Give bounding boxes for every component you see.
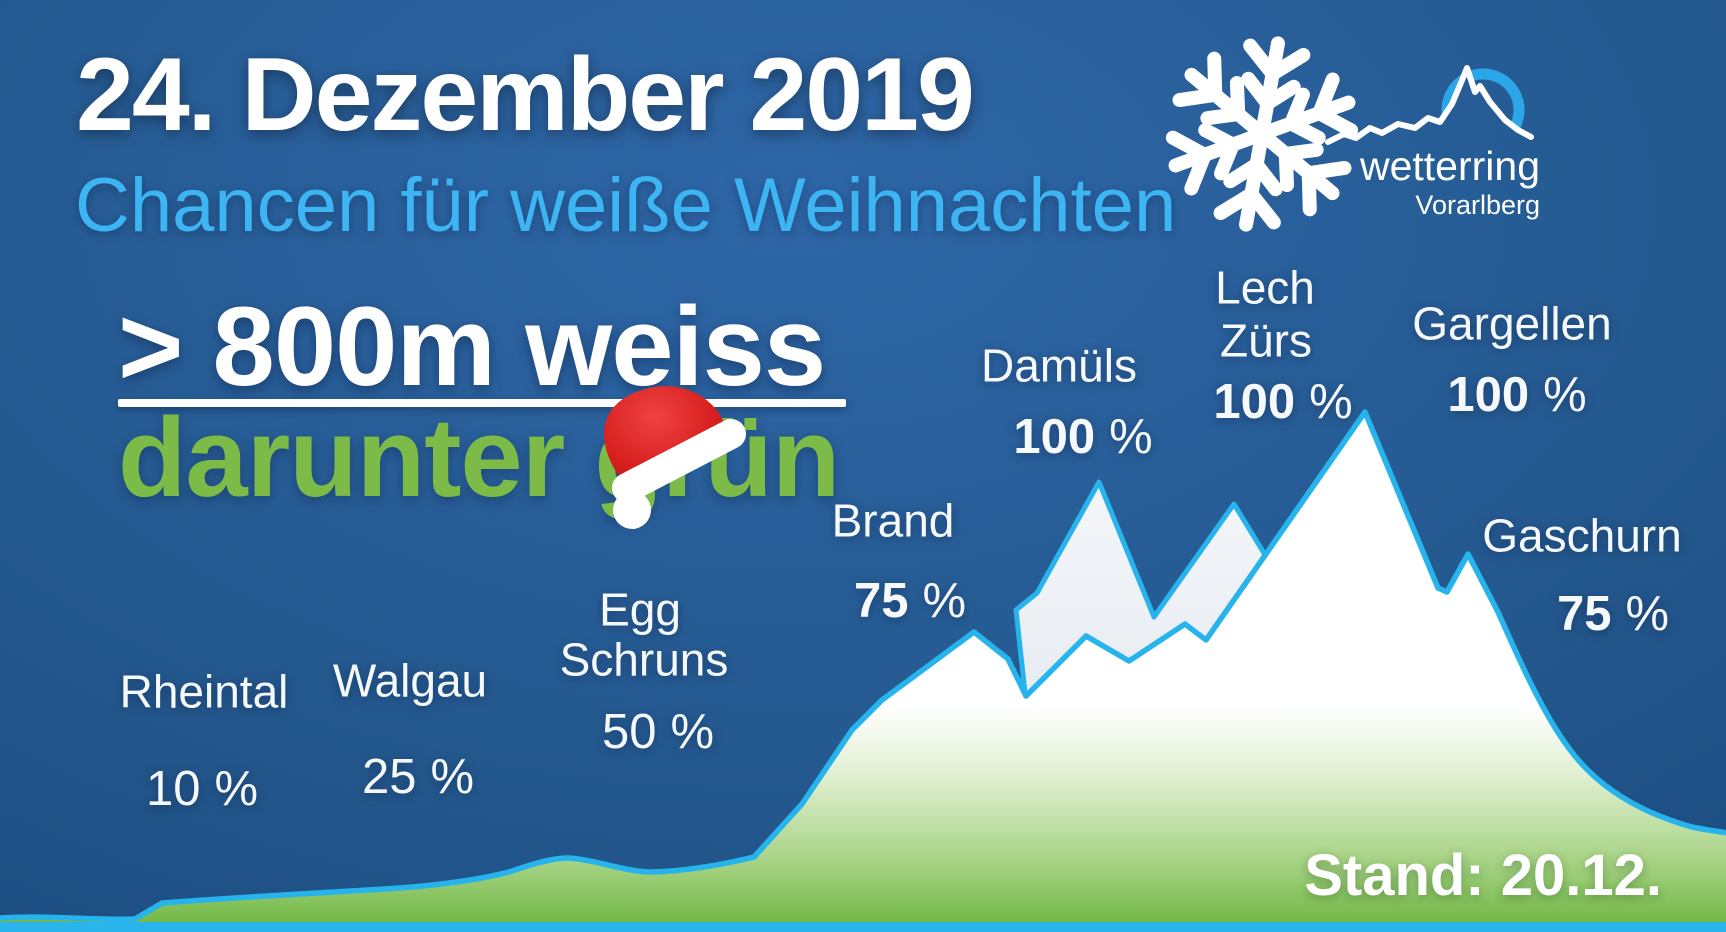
location-percent-gargellen: 100% [1447, 368, 1587, 423]
page-title: 24. Dezember 2019 [76, 37, 975, 153]
location-percent-rheintal: 10% [145, 762, 259, 817]
snowflake-icon [1165, 36, 1359, 232]
location-percent-gaschurn: 75% [1556, 587, 1670, 642]
location-name-damuels: Damüls [981, 339, 1137, 392]
location-name-gaschurn: Gaschurn [1482, 509, 1682, 562]
location-name-zuers: Zürs [1220, 314, 1312, 367]
wetterring-logo: wetterring Vorarlberg [1325, 65, 1540, 220]
page-subtitle: Chancen für weiße Weihnachten [75, 163, 1177, 248]
bottom-accent-strip [0, 922, 1726, 932]
location-name-gargellen: Gargellen [1412, 297, 1612, 350]
location-percent-brand: 75% [853, 574, 967, 629]
location-name-lech: Lech [1215, 261, 1315, 314]
location-name-schruns: Schruns [559, 633, 729, 686]
foreground-mountain-silhouette [0, 409, 1726, 932]
location-name-egg: Egg [599, 583, 681, 636]
location-percent-lech-zuers: 100% [1213, 375, 1353, 430]
location-percent-egg-schruns: 50% [601, 705, 715, 760]
logo-region-text: Vorarlberg [1415, 190, 1540, 220]
location-percent-damuels: 100% [1013, 410, 1153, 465]
location-name-rheintal: Rheintal [119, 665, 289, 718]
logo-brand-text: wetterring [1359, 143, 1540, 189]
location-name-walgau: Walgau [332, 654, 488, 707]
logo-mountain-ridge-icon [1325, 65, 1534, 145]
santa-hat-icon [603, 386, 746, 529]
santa-hat-fur-band [612, 419, 746, 503]
location-percent-walgau: 25% [361, 750, 475, 805]
santa-hat-pompom [613, 491, 651, 529]
location-name-brand: Brand [831, 494, 955, 547]
status-date-label: Stand: 20.12. [1304, 843, 1662, 908]
headline-altitude-white: > 800m weiss [118, 284, 826, 409]
headline-underline [118, 399, 846, 407]
